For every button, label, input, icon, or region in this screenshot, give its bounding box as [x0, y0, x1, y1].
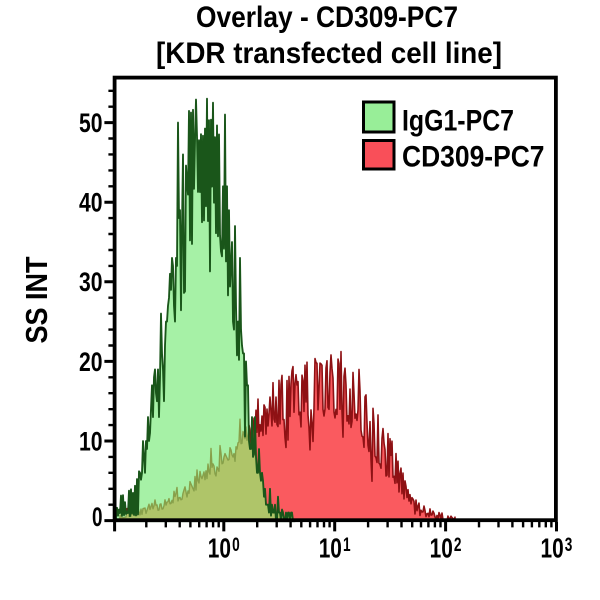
svg-text:3: 3 — [565, 535, 573, 556]
svg-text:10: 10 — [430, 532, 453, 563]
svg-text:20: 20 — [79, 346, 103, 377]
svg-text:0: 0 — [232, 535, 240, 556]
svg-text:0: 0 — [92, 501, 103, 532]
svg-text:10: 10 — [541, 532, 564, 563]
svg-text:1: 1 — [343, 535, 351, 556]
svg-text:10: 10 — [208, 532, 231, 563]
svg-text:10: 10 — [79, 425, 103, 456]
svg-text:[KDR transfected cell line]: [KDR transfected cell line] — [156, 37, 502, 70]
svg-text:CD309-PC7: CD309-PC7 — [402, 141, 545, 174]
svg-text:40: 40 — [79, 187, 103, 218]
svg-text:IgG1-PC7: IgG1-PC7 — [402, 105, 514, 138]
svg-text:2: 2 — [454, 535, 462, 556]
svg-text:SS INT: SS INT — [19, 256, 54, 343]
svg-text:50: 50 — [79, 107, 103, 138]
svg-text:Overlay - CD309-PC7: Overlay - CD309-PC7 — [196, 1, 458, 34]
svg-text:10: 10 — [319, 532, 342, 563]
svg-text:30: 30 — [79, 266, 103, 297]
